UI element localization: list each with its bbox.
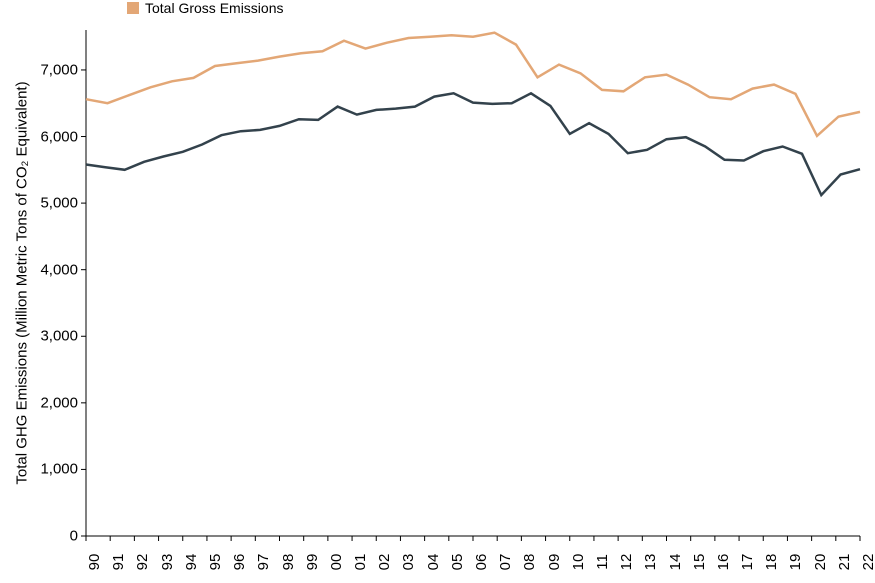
x-tick-label: 00 — [328, 554, 345, 571]
series-total-gross-emissions — [86, 33, 860, 136]
x-tick-label: 09 — [546, 554, 563, 571]
x-tick-label: 90 — [86, 554, 103, 571]
x-tick-label: 11 — [594, 554, 611, 570]
x-tick-label: 13 — [642, 554, 659, 571]
legend-swatch-gross — [127, 2, 139, 14]
x-tick-label: 05 — [449, 554, 466, 571]
x-tick-label: 07 — [497, 554, 514, 571]
x-tick-label: 17 — [739, 554, 756, 571]
series-total-net-emissions — [86, 93, 860, 195]
x-tick-label: 10 — [570, 554, 587, 571]
x-tick-label: 12 — [618, 554, 635, 571]
x-tick-label: 97 — [255, 554, 272, 571]
x-tick-label: 06 — [473, 554, 490, 571]
x-tick-label: 02 — [376, 554, 393, 571]
x-tick-label: 04 — [425, 554, 442, 571]
y-tick-label: 4,000 — [40, 261, 78, 278]
y-tick-label: 0 — [70, 528, 78, 545]
legend: Total Gross Emissions — [127, 0, 283, 16]
x-tick-label: 20 — [812, 554, 829, 571]
x-tick-label: 03 — [400, 554, 417, 571]
legend-label-gross: Total Gross Emissions — [145, 0, 283, 16]
x-tick-label: 98 — [280, 554, 297, 571]
x-tick-label: 96 — [231, 554, 248, 571]
x-tick-label: 08 — [521, 554, 538, 571]
x-tick-label: 01 — [352, 554, 369, 571]
x-tick-label: 22 — [860, 554, 875, 571]
x-tick-label: 15 — [691, 554, 708, 571]
x-tick-label: 95 — [207, 554, 224, 571]
x-tick-label: 93 — [159, 554, 176, 571]
x-tick-label: 18 — [763, 554, 780, 571]
x-tick-label: 99 — [304, 554, 321, 571]
x-tick-label: 19 — [787, 554, 804, 571]
emissions-chart: Total GHG Emissions (Million Metric Tons… — [0, 0, 875, 583]
y-tick-label: 2,000 — [40, 394, 78, 411]
chart-svg — [0, 0, 875, 583]
y-tick-label: 6,000 — [40, 128, 78, 145]
x-tick-label: 21 — [836, 554, 853, 571]
y-tick-label: 3,000 — [40, 328, 78, 345]
x-tick-label: 14 — [667, 554, 684, 571]
y-tick-label: 1,000 — [40, 461, 78, 478]
y-axis-label: Total GHG Emissions (Million Metric Tons… — [14, 81, 31, 484]
x-tick-label: 91 — [110, 554, 127, 571]
y-tick-label: 7,000 — [40, 61, 78, 78]
y-tick-label: 5,000 — [40, 195, 78, 212]
x-tick-label: 92 — [134, 554, 151, 571]
x-tick-label: 16 — [715, 554, 732, 571]
x-tick-label: 94 — [183, 554, 200, 571]
